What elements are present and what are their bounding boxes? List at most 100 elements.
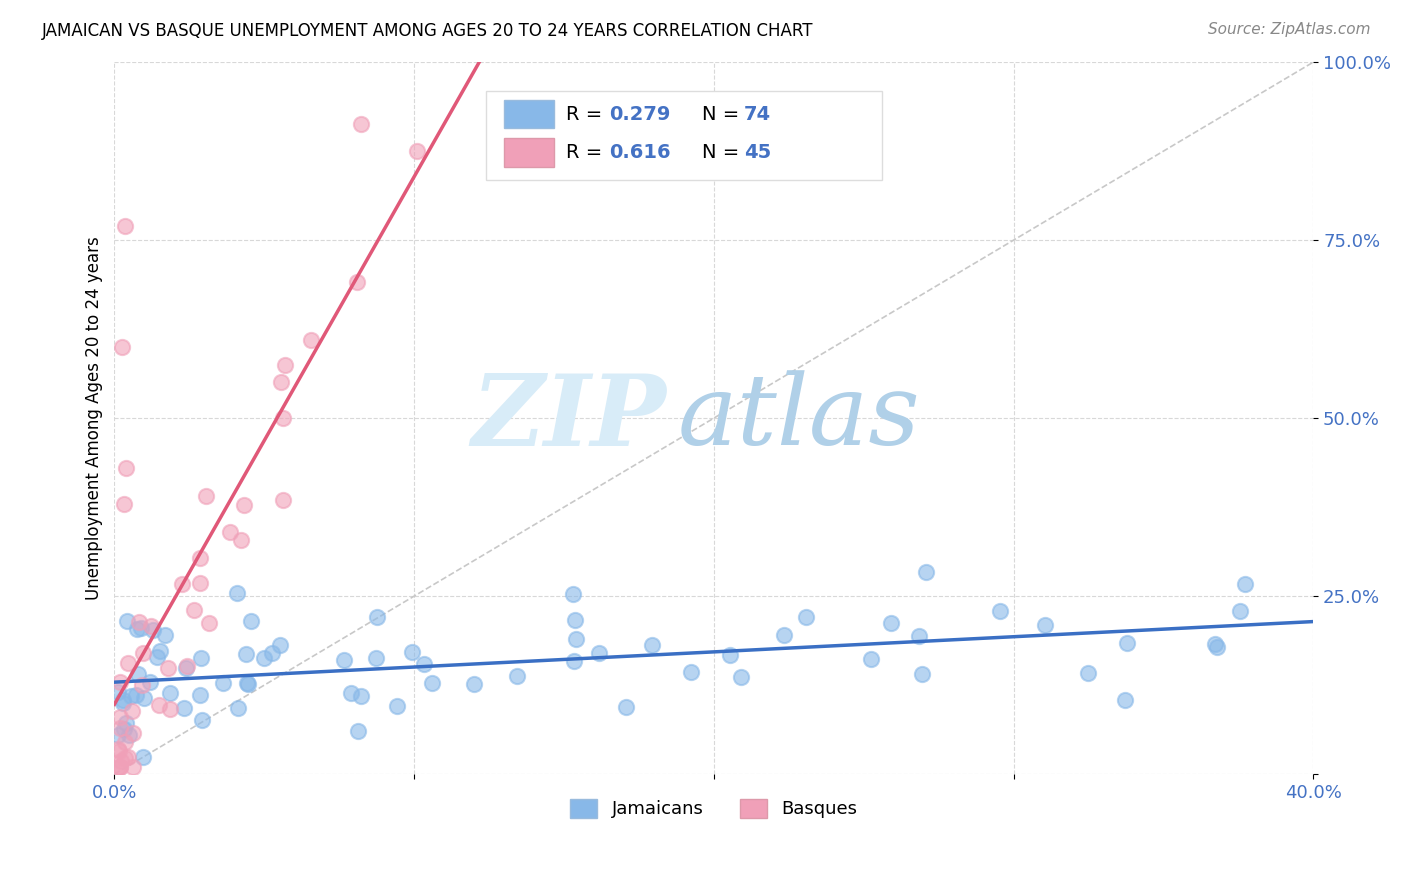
- Point: [270, 375, 292, 389]
- Point: [506, 669, 529, 683]
- Point: [142, 623, 165, 637]
- Point: [339, 686, 361, 700]
- Point: [1115, 636, 1137, 650]
- Point: [1033, 618, 1056, 632]
- Point: [115, 715, 138, 730]
- Point: [238, 676, 260, 690]
- Point: [1229, 604, 1251, 618]
- Point: [117, 657, 139, 671]
- Point: [229, 533, 252, 548]
- Text: R =: R =: [567, 104, 609, 124]
- Point: [773, 628, 796, 642]
- Point: [188, 550, 211, 565]
- Legend: Jamaicans, Basques: Jamaicans, Basques: [562, 792, 865, 826]
- Point: [198, 615, 221, 630]
- Text: 45: 45: [744, 143, 770, 162]
- Point: [108, 760, 131, 774]
- FancyBboxPatch shape: [486, 91, 882, 179]
- Point: [118, 727, 141, 741]
- Point: [108, 721, 131, 735]
- Text: 0.616: 0.616: [610, 143, 671, 162]
- Point: [1114, 693, 1136, 707]
- Point: [273, 358, 295, 372]
- Point: [346, 723, 368, 738]
- Point: [159, 686, 181, 700]
- Point: [350, 117, 373, 131]
- Point: [170, 576, 193, 591]
- Text: JAMAICAN VS BASQUE UNEMPLOYMENT AMONG AGES 20 TO 24 YEARS CORRELATION CHART: JAMAICAN VS BASQUE UNEMPLOYMENT AMONG AG…: [42, 22, 814, 40]
- Point: [401, 645, 423, 659]
- Point: [235, 648, 257, 662]
- Point: [129, 621, 152, 635]
- Point: [111, 696, 134, 710]
- Point: [183, 602, 205, 616]
- Point: [108, 744, 131, 758]
- Text: Source: ZipAtlas.com: Source: ZipAtlas.com: [1208, 22, 1371, 37]
- Point: [236, 676, 259, 690]
- Point: [988, 604, 1011, 618]
- Point: [269, 638, 291, 652]
- Point: [195, 489, 218, 503]
- Point: [880, 616, 903, 631]
- Point: [232, 498, 254, 512]
- Point: [127, 622, 149, 636]
- Point: [1204, 637, 1226, 651]
- Point: [107, 685, 129, 699]
- Point: [108, 709, 131, 723]
- Point: [588, 646, 610, 660]
- Point: [110, 754, 132, 768]
- Point: [226, 700, 249, 714]
- Point: [405, 145, 427, 159]
- Point: [240, 614, 263, 628]
- Point: [112, 723, 135, 737]
- Point: [718, 648, 741, 662]
- Point: [915, 565, 938, 579]
- Point: [190, 651, 212, 665]
- Text: N =: N =: [702, 143, 745, 162]
- Point: [125, 688, 148, 702]
- Point: [911, 666, 934, 681]
- Point: [159, 702, 181, 716]
- Point: [226, 586, 249, 600]
- Point: [364, 650, 387, 665]
- Point: [114, 735, 136, 749]
- Point: [107, 760, 129, 774]
- Point: [148, 698, 170, 712]
- Point: [191, 713, 214, 727]
- Point: [333, 653, 356, 667]
- Point: [188, 576, 211, 591]
- Point: [114, 461, 136, 475]
- Point: [260, 646, 283, 660]
- Point: [1077, 666, 1099, 681]
- Point: [108, 760, 131, 774]
- Point: [115, 615, 138, 629]
- Point: [614, 699, 637, 714]
- Point: [141, 619, 163, 633]
- Point: [155, 628, 177, 642]
- Point: [211, 675, 233, 690]
- FancyBboxPatch shape: [503, 100, 554, 128]
- FancyBboxPatch shape: [503, 138, 554, 167]
- Point: [565, 632, 588, 646]
- Point: [350, 690, 373, 704]
- Point: [132, 646, 155, 660]
- Point: [131, 678, 153, 692]
- Text: 0.279: 0.279: [610, 104, 671, 124]
- Point: [117, 750, 139, 764]
- Point: [271, 411, 294, 425]
- Point: [564, 613, 586, 627]
- Text: 74: 74: [744, 104, 770, 124]
- Point: [188, 689, 211, 703]
- Point: [107, 741, 129, 756]
- Point: [145, 650, 167, 665]
- Point: [907, 629, 929, 643]
- Point: [108, 675, 131, 690]
- Point: [422, 676, 444, 690]
- Point: [127, 667, 149, 681]
- Point: [253, 651, 276, 665]
- Point: [122, 760, 145, 774]
- Point: [149, 644, 172, 658]
- Point: [681, 665, 703, 680]
- Point: [114, 219, 136, 233]
- Point: [562, 587, 585, 601]
